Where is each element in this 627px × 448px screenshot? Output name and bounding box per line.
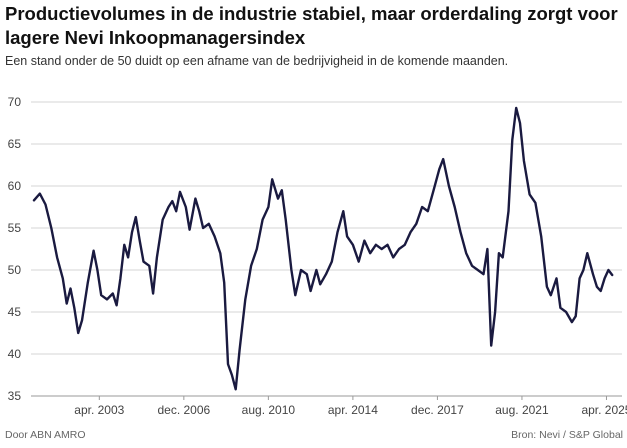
- x-tick-label: dec. 2017: [411, 403, 464, 417]
- x-tick-label: dec. 2006: [157, 403, 210, 417]
- x-tick-label: aug. 2010: [242, 403, 296, 417]
- chart-title: Productievolumes in de industrie stabiel…: [5, 3, 618, 48]
- y-tick-label: 45: [8, 305, 22, 319]
- index-line: [32, 106, 614, 391]
- x-tick-label: apr. 2003: [74, 403, 124, 417]
- y-tick-label: 35: [8, 389, 22, 403]
- author-credit: Door ABN AMRO: [5, 429, 86, 441]
- y-tick-label: 55: [8, 221, 22, 235]
- chart-subtitle: Een stand onder de 50 duidt op een afnam…: [5, 54, 509, 68]
- source-credit: Bron: Nevi / S&P Global: [511, 429, 623, 441]
- x-tick-label: apr. 2025: [581, 403, 627, 417]
- y-tick-label: 50: [8, 263, 22, 277]
- y-tick-label: 65: [8, 137, 22, 151]
- y-tick-label: 40: [8, 347, 22, 361]
- x-tick-label: apr. 2014: [328, 403, 378, 417]
- x-tick-label: aug. 2021: [495, 403, 549, 417]
- y-tick-label: 60: [8, 179, 22, 193]
- y-tick-label: 70: [8, 95, 22, 109]
